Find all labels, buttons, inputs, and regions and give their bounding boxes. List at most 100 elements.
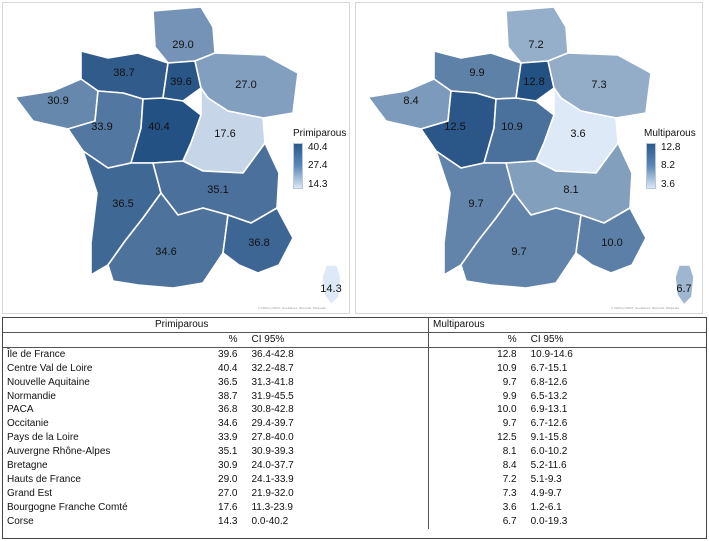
primiparous-label-bourgogne-franche-comte: 17.6 xyxy=(214,128,235,140)
multiparous-ci-cell: 6.7-15.1 xyxy=(530,362,568,374)
multiparous-ci-header: CI 95% xyxy=(520,331,706,348)
primiparous-pct-cell: 39.6 xyxy=(218,348,238,360)
table-row: Auvergne Rhône-Alpes 35.1 30.9-39.3 8.1 6.0-… xyxy=(3,445,706,460)
multiparous-label-nouvelle-aquitaine: 9.7 xyxy=(468,198,483,210)
region-name-cell: Auvergne Rhône-Alpes xyxy=(7,446,111,458)
primiparous-pct-cell: 36.8 xyxy=(218,404,238,416)
primiparous-legend-gradient xyxy=(293,143,303,189)
multiparous-label-bourgogne-franche-comte: 3.6 xyxy=(570,128,585,140)
primiparous-region-corse xyxy=(321,264,342,306)
multiparous-ci-cell: 9.1-15.8 xyxy=(530,432,568,444)
primiparous-pct-cell: 40.4 xyxy=(218,362,238,374)
primiparous-label-paca: 36.8 xyxy=(248,237,269,249)
table-row: Bourgogne Franche Comté 17.6 11.3-23.9 3.6 1… xyxy=(3,500,706,515)
multiparous-ci-cell: 6.0-10.2 xyxy=(530,446,568,458)
primiparous-ci-cell: 36.4-42.8 xyxy=(251,348,294,360)
primiparous-pct-header: % xyxy=(151,331,242,348)
multiparous-map-credit: © 2020 by MSFT, GeoNames, Microsoft, Wik… xyxy=(611,306,679,310)
multiparous-ci-cell: 5.2-11.6 xyxy=(530,460,567,472)
primiparous-pct-cell: 38.7 xyxy=(218,390,238,402)
multiparous-label-ile-de-france: 12.8 xyxy=(523,76,544,88)
multiparous-label-centre-val-de-loire: 10.9 xyxy=(501,121,522,133)
multiparous-legend-mid: 8.2 xyxy=(661,160,675,171)
multiparous-legend-gradient xyxy=(646,143,656,189)
multiparous-group-header: Multiparous xyxy=(427,318,706,333)
multiparous-pct-header: % xyxy=(427,331,521,348)
multiparous-label-corse: 6.7 xyxy=(676,283,691,295)
primiparous-region-paca xyxy=(222,207,294,274)
multiparous-pct-cell: 12.5 xyxy=(427,431,521,446)
primiparous-label-nouvelle-aquitaine: 36.5 xyxy=(112,198,133,210)
region-name-cell: Bretagne xyxy=(7,460,48,472)
multiparous-pct-cell: 7.3 xyxy=(427,486,521,501)
primiparous-label-grand-est: 27.0 xyxy=(235,79,256,91)
multiparous-pct-cell: 10.0 xyxy=(427,403,521,418)
primiparous-legend-mid: 27.4 xyxy=(308,160,328,171)
multiparous-pct-cell: 9.9 xyxy=(427,389,521,404)
multiparous-label-pays-de-la-loire: 12.5 xyxy=(444,121,465,133)
primiparous-label-pays-de-la-loire: 33.9 xyxy=(91,121,112,133)
table-row: Occitanie 34.6 29.4-39.7 9.7 6.7-12.6 xyxy=(3,417,706,432)
primiparous-map-credit: © 2020 by MSFT, GeoNames, Microsoft, Wik… xyxy=(258,306,326,310)
table-row: Grand Est 27.0 21.9-32.0 7.3 4.9-9.7 xyxy=(3,486,706,501)
primiparous-label-auvergne-rhone-alpes: 35.1 xyxy=(207,184,228,196)
multiparous-ci-cell: 6.7-12.6 xyxy=(530,418,568,430)
primiparous-label-normandie: 38.7 xyxy=(113,67,134,79)
region-name-cell: Hauts de France xyxy=(7,473,81,485)
multiparous-region-corse xyxy=(674,264,695,306)
multiparous-region-ile-de-france xyxy=(515,60,555,102)
multiparous-pct-cell: 8.1 xyxy=(427,445,521,460)
multiparous-region-hauts-de-france xyxy=(505,6,569,64)
multiparous-legend-max: 12.8 xyxy=(661,142,681,153)
multiparous-legend-title: Multiparous xyxy=(644,128,696,139)
region-name-cell: Normandie xyxy=(7,390,56,402)
multiparous-label-auvergne-rhone-alpes: 8.1 xyxy=(563,184,578,196)
multiparous-ci-cell: 4.9-9.7 xyxy=(530,487,562,499)
multiparous-ci-cell: 6.8-12.6 xyxy=(530,376,568,388)
multiparous-pct-cell: 9.7 xyxy=(427,375,521,390)
multiparous-label-normandie: 9.9 xyxy=(469,67,484,79)
primiparous-region-hauts-de-france xyxy=(152,6,216,64)
table-sub-header-row: % CI 95% % CI 95% xyxy=(3,331,706,348)
multiparous-label-grand-est: 7.3 xyxy=(591,79,606,91)
primiparous-ci-cell: 24.0-37.7 xyxy=(251,460,294,472)
region-name-cell: Bourgogne Franche Comté xyxy=(7,501,128,513)
multiparous-pct-cell: 9.7 xyxy=(427,417,521,432)
table-row: PACA 36.8 30.8-42.8 10.0 6.9-13.1 xyxy=(3,403,706,418)
table-row: Normandie 38.7 31.9-45.5 9.9 6.5-13.2 xyxy=(3,389,706,404)
region-name-cell: Corse xyxy=(7,515,34,527)
primiparous-map-panel: 29.0 38.7 39.6 27.0 30.9 33.9 40.4 17.6 36.5 35.1… xyxy=(2,2,350,314)
multiparous-pct-cell: 8.4 xyxy=(427,459,521,473)
primiparous-ci-cell: 24.1-33.9 xyxy=(251,473,294,485)
multiparous-ci-cell: 6.9-13.1 xyxy=(530,404,568,416)
regional-rates-table-panel: Primiparous Multiparous % CI 95% % CI 95… xyxy=(2,317,707,539)
primiparous-pct-cell: 14.3 xyxy=(218,515,238,527)
primiparous-label-occitanie: 34.6 xyxy=(155,246,176,258)
multiparous-pct-cell: 7.2 xyxy=(427,472,521,487)
table-row: Centre Val de Loire 40.4 32.2-48.7 10.9 6.7-… xyxy=(3,361,706,376)
regional-rates-table: Primiparous Multiparous % CI 95% % CI 95… xyxy=(3,318,706,529)
primiparous-label-centre-val-de-loire: 40.4 xyxy=(148,121,169,133)
primiparous-label-hauts-de-france: 29.0 xyxy=(172,39,193,51)
primiparous-legend-max: 40.4 xyxy=(308,142,328,153)
primiparous-pct-cell: 30.9 xyxy=(218,460,238,472)
primiparous-ci-cell: 30.9-39.3 xyxy=(251,446,294,458)
primiparous-group-header: Primiparous xyxy=(155,319,209,330)
primiparous-pct-cell: 36.5 xyxy=(218,376,238,388)
primiparous-ci-cell: 29.4-39.7 xyxy=(251,418,294,430)
table-row: Pays de la Loire 33.9 27.8-40.0 12.5 9.1-15.… xyxy=(3,431,706,446)
multiparous-ci-cell: 0.0-19.3 xyxy=(530,515,568,527)
table-row: Bretagne 30.9 24.0-37.7 8.4 5.2-11.6 xyxy=(3,459,706,473)
primiparous-ci-header: CI 95% xyxy=(241,331,429,348)
primiparous-ci-cell: 21.9-32.0 xyxy=(251,487,294,499)
primiparous-legend-title: Primiparous xyxy=(293,128,347,139)
multiparous-label-hauts-de-france: 7.2 xyxy=(528,39,543,51)
primiparous-label-bretagne: 30.9 xyxy=(47,95,68,107)
multiparous-ci-cell: 5.1-9.3 xyxy=(530,473,562,485)
primiparous-france-map: 29.0 38.7 39.6 27.0 30.9 33.9 40.4 17.6 36.5 35.1… xyxy=(14,6,342,306)
region-name-cell: Île de France xyxy=(7,348,66,360)
multiparous-label-occitanie: 9.7 xyxy=(511,246,526,258)
multiparous-map-panel: 7.2 9.9 12.8 7.3 8.4 12.5 10.9 3.6 9.7 8.1 9.7 10.0… xyxy=(355,2,703,314)
primiparous-pct-cell: 35.1 xyxy=(218,446,238,458)
multiparous-region-paca xyxy=(575,207,647,274)
